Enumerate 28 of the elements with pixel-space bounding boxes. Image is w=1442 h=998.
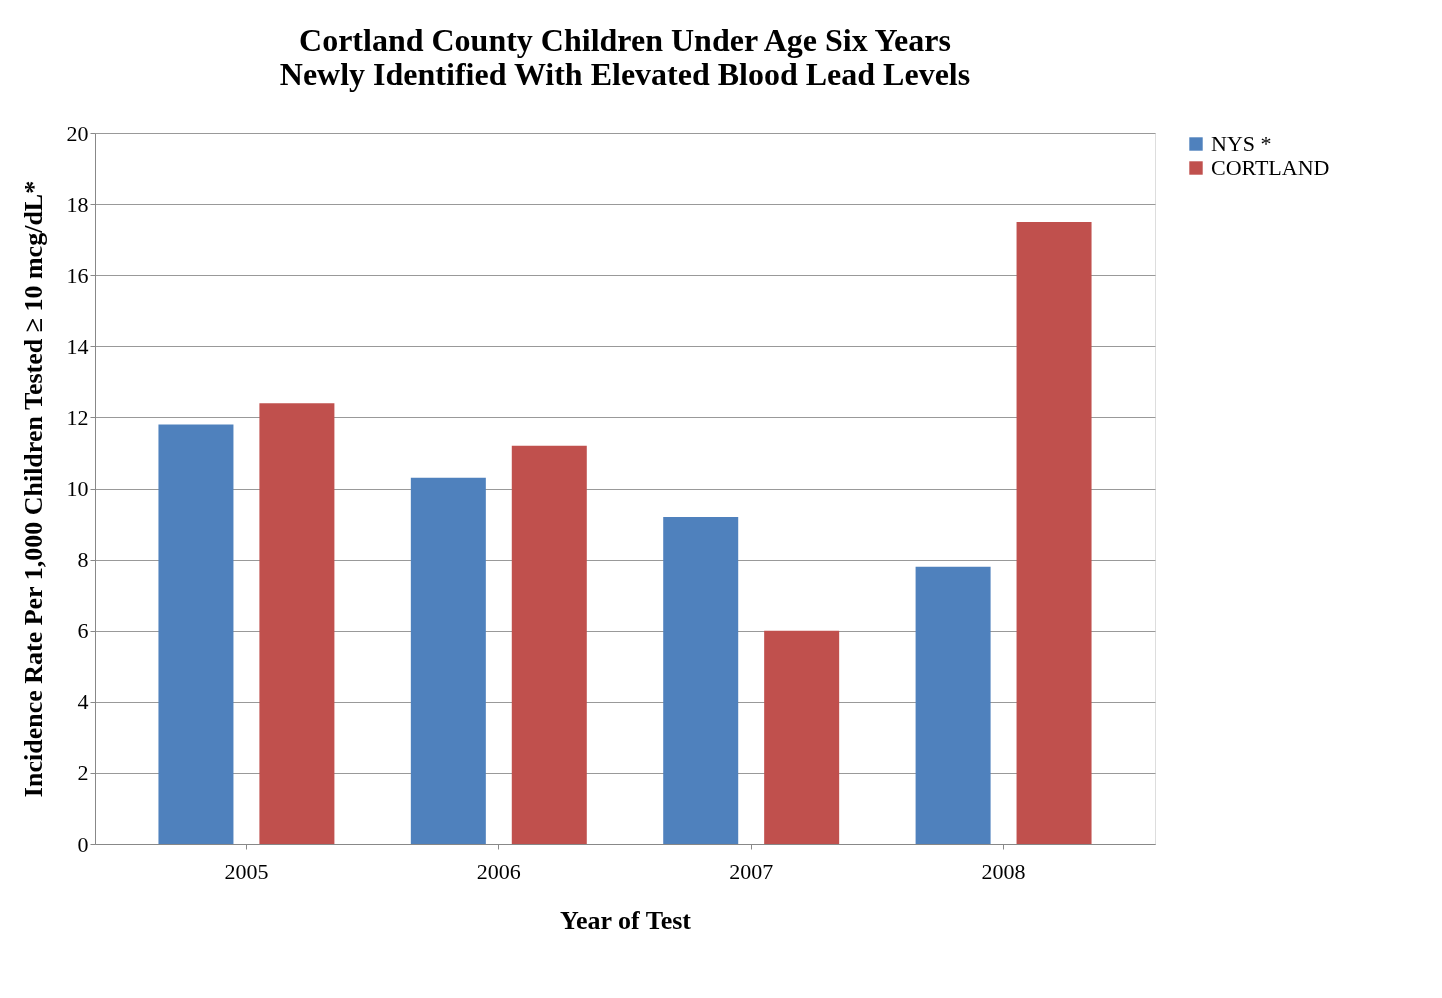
y-tick-label: 16 xyxy=(66,262,89,288)
bar xyxy=(511,445,587,844)
bar xyxy=(410,477,486,844)
y-tick-label: 6 xyxy=(77,618,89,644)
bar xyxy=(259,403,335,844)
bar xyxy=(1016,221,1092,844)
y-tick-label: 20 xyxy=(66,120,89,146)
bar xyxy=(915,566,991,844)
y-tick-label: 0 xyxy=(77,831,89,857)
x-tick-label: 2008 xyxy=(981,858,1026,884)
y-tick-label: 14 xyxy=(66,333,89,359)
x-tick-label: 2007 xyxy=(729,858,774,884)
y-tick-label: 18 xyxy=(66,191,89,217)
bar xyxy=(158,424,234,844)
y-tick-label: 8 xyxy=(77,547,89,573)
x-tick-label: 2006 xyxy=(476,858,521,884)
text: Cortland County Children Under Age Six Years xyxy=(299,22,951,58)
y-tick-label: 10 xyxy=(66,476,89,501)
legend-label: NYS * xyxy=(1211,131,1272,156)
bar xyxy=(764,630,840,844)
legend-label: CORTLAND xyxy=(1211,155,1330,180)
y-tick-label: 2 xyxy=(77,760,89,786)
x-axis-title: Year of Test xyxy=(560,905,692,935)
y-axis-title: Incidence Rate Per 1,000 Children Tested ≥ 10 mcg/dL* xyxy=(18,180,48,798)
bar xyxy=(663,516,739,844)
x-tick-label: 2005 xyxy=(224,858,269,884)
y-tick-label: 12 xyxy=(66,404,89,430)
y-tick-label: 4 xyxy=(77,689,89,715)
